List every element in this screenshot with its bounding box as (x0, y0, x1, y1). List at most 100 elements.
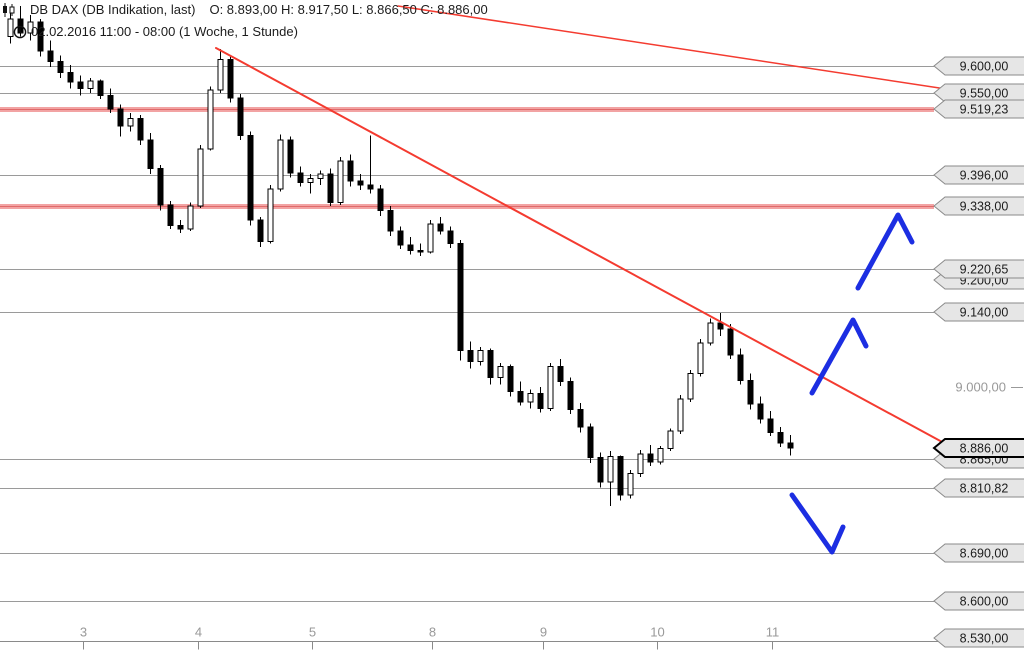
candle-body (707, 322, 714, 344)
candle-body (337, 160, 344, 203)
current-price-label: 8.886,00 (932, 438, 1024, 458)
candle-body (67, 71, 74, 83)
candle-body (47, 50, 54, 63)
candle-body (317, 173, 324, 179)
candle (787, 435, 794, 456)
candle (707, 318, 714, 346)
candle-body (117, 108, 124, 127)
candle-body (587, 426, 594, 459)
price-level-pin[interactable]: 8.600,00 (933, 591, 1024, 611)
candle-body (467, 350, 474, 362)
candle-body (757, 403, 764, 420)
candle (557, 359, 564, 386)
candle (147, 132, 154, 175)
candle-body (277, 139, 284, 190)
instrument-title: DB DAX (DB Indikation, last) (30, 2, 196, 17)
candle (67, 64, 74, 89)
candle-body (327, 173, 334, 203)
candle-body (737, 354, 744, 382)
candle (657, 445, 664, 465)
candle (217, 48, 224, 93)
pin-price-text: 9.550,00 (960, 86, 1009, 100)
price-level-pin[interactable]: 8.810,82 (933, 478, 1024, 498)
candle (597, 452, 604, 488)
candle (397, 226, 404, 249)
pin-shape (933, 591, 1024, 611)
candle-body (407, 244, 414, 252)
pin-price-text: 9.519,23 (960, 102, 1009, 116)
candle-body (567, 381, 574, 410)
candle-body (347, 160, 354, 182)
pin-price-text: 8.690,00 (960, 546, 1009, 560)
candle-body (697, 342, 704, 375)
candle (447, 226, 454, 248)
candle (247, 131, 254, 226)
candle-body (557, 366, 564, 383)
price-level-pin[interactable]: 8.690,00 (933, 543, 1024, 563)
candle (37, 18, 44, 57)
candle-body (127, 117, 134, 127)
price-level-pin[interactable]: 8.530,00 (933, 628, 1024, 648)
price-level-pin[interactable]: 9.550,00 (933, 83, 1024, 103)
candle (547, 362, 554, 412)
pin-price-text: 8.886,00 (960, 441, 1009, 455)
candle-body (667, 430, 674, 450)
candle-body (147, 139, 154, 170)
candle (467, 341, 474, 369)
candle (647, 444, 654, 467)
candle (187, 202, 194, 231)
candle (497, 362, 504, 385)
candle (267, 184, 274, 244)
candle (57, 55, 64, 78)
candle (167, 200, 174, 230)
candle-body (517, 390, 524, 403)
candle-body (647, 453, 654, 463)
candle (77, 75, 84, 96)
candle-body (387, 209, 394, 232)
candle-body (97, 80, 104, 96)
candle (7, 8, 14, 44)
pin-price-text: 8.530,00 (960, 631, 1009, 645)
down-arrow-annotation[interactable] (789, 492, 846, 555)
candle (507, 364, 514, 397)
price-level-pin[interactable]: 9.396,00 (933, 165, 1024, 185)
up-arrow-2-annotation[interactable] (809, 317, 869, 396)
candle (357, 174, 364, 191)
candle (317, 170, 324, 185)
candle-body (607, 456, 614, 483)
candle-body (447, 230, 454, 245)
pin-shape (932, 438, 1024, 458)
price-level-pin[interactable]: 9.220,65 (933, 259, 1024, 279)
candle (757, 396, 764, 424)
price-level-pin[interactable]: 9.519,23 (933, 99, 1024, 119)
x-axis-label: 3 (80, 625, 87, 640)
price-level-pin[interactable]: 9.338,00 (933, 196, 1024, 216)
candle (587, 423, 594, 463)
candle (227, 56, 234, 103)
x-axis-label: 11 (766, 625, 780, 640)
trend-line-upper[interactable] (397, 5, 947, 90)
candle (727, 323, 734, 360)
up-arrow-1-annotation[interactable] (855, 212, 915, 291)
candle (137, 115, 144, 146)
candle-body (267, 188, 274, 242)
candle-body (7, 18, 14, 38)
candle-body (397, 230, 404, 246)
candle (607, 451, 614, 506)
chart-period-label: 02.02.2016 11:00 - 08:00 (1 Woche, 1 Stu… (31, 24, 298, 39)
pin-price-text: 9.220,65 (960, 262, 1009, 276)
pin-price-text: 9.140,00 (960, 305, 1009, 319)
price-level-pin[interactable]: 9.600,00 (933, 56, 1024, 76)
candle-body (237, 97, 244, 137)
pin-shape (933, 56, 1024, 76)
candle (537, 387, 544, 413)
candle-body (527, 392, 534, 403)
candle (207, 86, 214, 151)
candle-body (27, 21, 34, 34)
candle (617, 455, 624, 501)
candle (97, 79, 104, 100)
candle-body (677, 398, 684, 432)
candle (747, 373, 754, 410)
price-level-pin[interactable]: 9.140,00 (933, 302, 1024, 322)
